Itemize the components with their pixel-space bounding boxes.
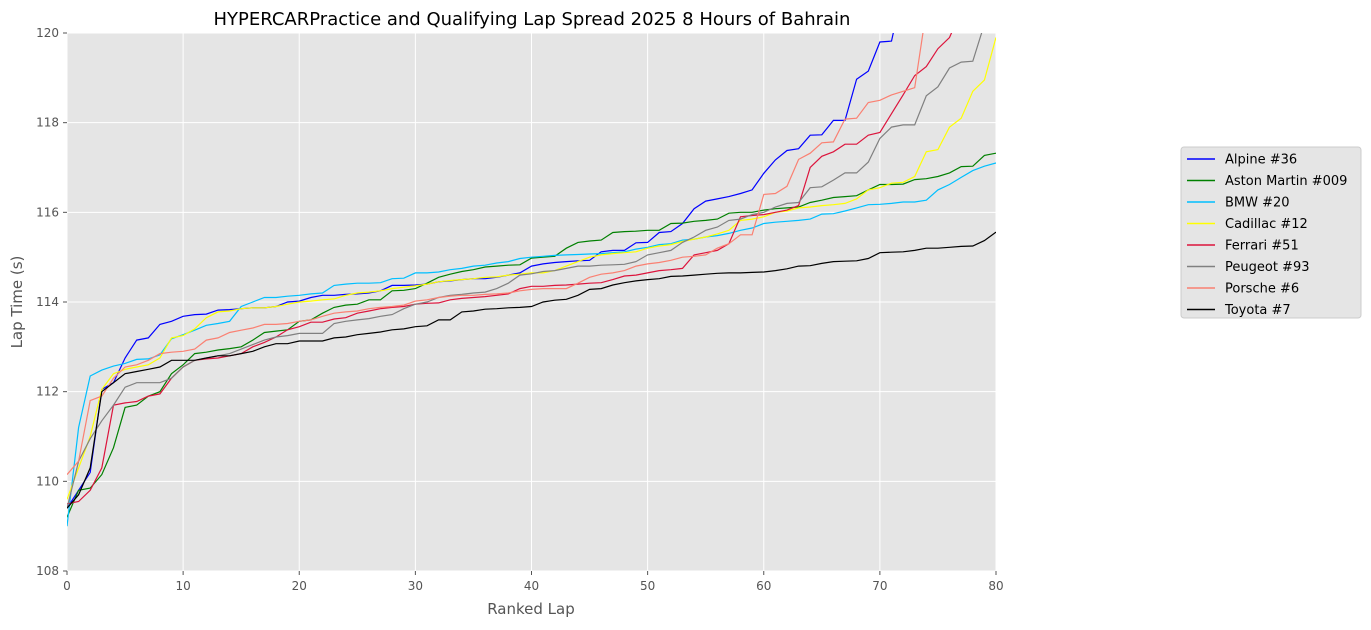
x-tick-label: 80 [988, 579, 1003, 593]
series-line-ferrari-51 [67, 33, 953, 505]
series-line-porsche-6 [67, 33, 924, 475]
legend-entry: Toyota #7 [1224, 303, 1291, 318]
y-tick-label: 118 [36, 116, 59, 130]
series-line-alpine-36 [67, 33, 894, 509]
legend-entry: Aston Martin #009 [1225, 174, 1347, 189]
chart-title: HYPERCARPractice and Qualifying Lap Spre… [214, 9, 851, 30]
x-tick-label: 50 [640, 579, 655, 593]
y-axis-label: Lap Time (s) [8, 256, 26, 349]
x-tick-label: 20 [292, 579, 307, 593]
legend-entry: Ferrari #51 [1225, 239, 1299, 254]
y-tick-label: 112 [36, 385, 59, 399]
legend-entry: Peugeot #93 [1225, 260, 1309, 275]
x-tick-label: 40 [524, 579, 539, 593]
x-tick-label: 10 [175, 579, 190, 593]
legend-entry: Cadillac #12 [1225, 217, 1308, 232]
x-tick-label: 30 [408, 579, 423, 593]
series-line-toyota-7 [67, 231, 996, 509]
y-tick-label: 114 [36, 295, 59, 309]
y-tick-label: 110 [36, 474, 59, 488]
series-line-bmw-20 [67, 162, 996, 527]
legend: Alpine #36 Aston Martin #009 BMW #20 Cadill… [1180, 146, 1362, 319]
y-tick-label: 108 [36, 564, 59, 578]
axis-ticks: 0 10 20 30 40 50 60 70 80 108 110 112 114 116 118 120 [36, 26, 1004, 593]
y-tick-label: 116 [36, 205, 59, 219]
x-tick-label: 60 [756, 579, 771, 593]
x-tick-label: 0 [63, 579, 71, 593]
x-tick-label: 70 [872, 579, 887, 593]
legend-entry: BMW #20 [1225, 196, 1290, 211]
series-line-cadillac-12 [67, 37, 996, 500]
series-line-aston-martin-009 [67, 152, 996, 518]
y-tick-label: 120 [36, 26, 59, 40]
legend-entry: Porsche #6 [1225, 282, 1299, 297]
x-axis-label: Ranked Lap [487, 600, 575, 618]
legend-entry: Alpine #36 [1225, 153, 1297, 168]
series-lines [67, 33, 996, 527]
